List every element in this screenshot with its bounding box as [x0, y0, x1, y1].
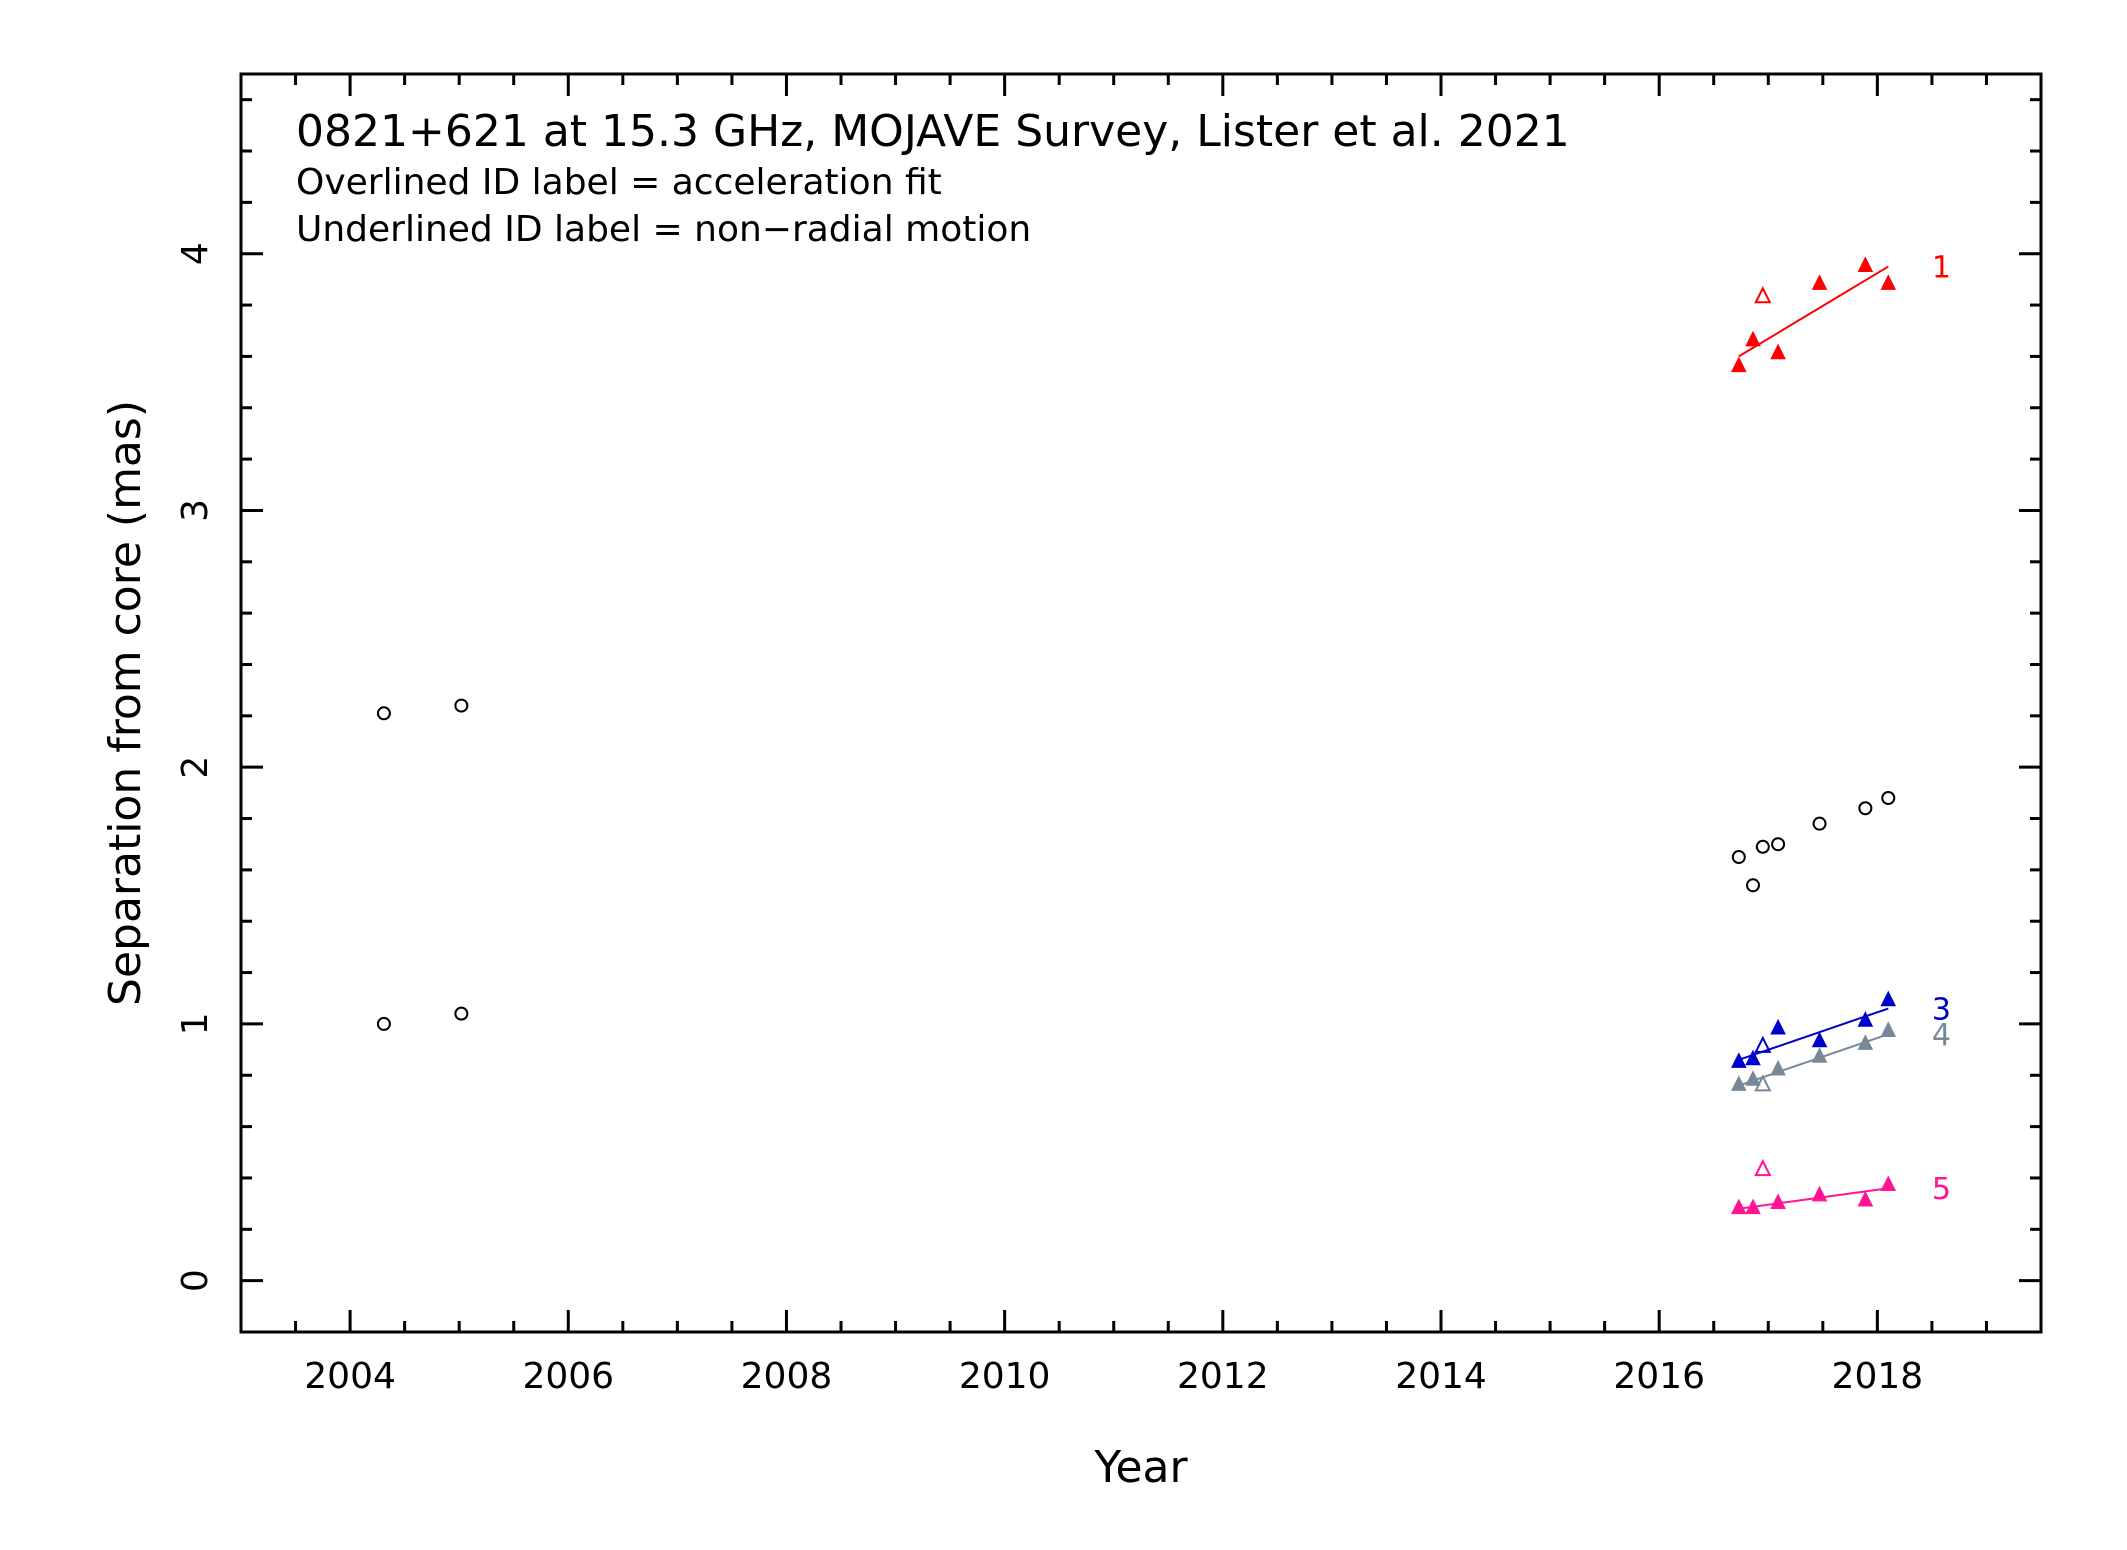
series-label-1: 1 [1932, 251, 1951, 286]
x-tick-label: 2014 [1395, 1356, 1487, 1397]
point-1 [1857, 256, 1874, 272]
x-tick-label: 2008 [741, 1356, 833, 1397]
unassigned-point [1812, 816, 1827, 831]
series-id-labels: 1 34 5 [1932, 251, 1951, 1208]
point-3 [1880, 990, 1897, 1007]
plot-frame [239, 72, 2043, 1334]
unassigned-point [1881, 790, 1896, 805]
point-4 [1811, 1047, 1828, 1063]
chart-subtitle-acceleration: Overlined ID label = acceleration fit [296, 162, 942, 203]
series-label-5: 5 [1932, 1172, 1951, 1207]
series-label-4: 4 [1932, 1018, 1951, 1053]
x-tick-label: 2018 [1832, 1356, 1924, 1397]
x-tick-label: 2012 [1177, 1356, 1269, 1397]
y-tick-label: 0 [175, 1269, 216, 1292]
data-points [376, 256, 1897, 1215]
point-4 [1731, 1075, 1747, 1091]
point-3 [1731, 1052, 1747, 1068]
unassigned-point [1858, 801, 1873, 816]
point-open-4 [1754, 1074, 1772, 1092]
point-5 [1857, 1190, 1874, 1207]
point-5 [1731, 1198, 1747, 1215]
y-tick-label: 4 [175, 242, 216, 265]
point-4 [1880, 1021, 1897, 1038]
point-5 [1811, 1185, 1828, 1202]
point-5 [1745, 1198, 1761, 1215]
fit-lines [1738, 265, 1889, 1210]
x-axis-ticks [239, 74, 2043, 1332]
y-axis-ticks [241, 98, 2041, 1334]
point-1 [1745, 330, 1761, 347]
point-3 [1857, 1011, 1874, 1027]
point-1 [1770, 343, 1786, 360]
point-3 [1811, 1031, 1828, 1048]
unassigned-point [1755, 839, 1770, 854]
fit-line-1 [1738, 265, 1889, 358]
series-label-3: 3 [1932, 993, 1951, 1028]
y-tick-label: 3 [175, 499, 216, 522]
y-tick-label: 1 [175, 1012, 216, 1035]
point-1 [1731, 356, 1747, 373]
point-1 [1880, 274, 1897, 290]
point-5 [1770, 1193, 1786, 1210]
x-tick-label: 2010 [959, 1356, 1051, 1397]
x-axis-tick-labels: 2004 2006 2008 2010 2012 2014 2016 2018 [304, 1356, 1923, 1397]
point-1 [1811, 274, 1828, 290]
point-4 [1857, 1034, 1874, 1050]
y-axis-tick-labels: 0 1 2 3 4 [175, 242, 216, 1292]
x-axis-label: Year [1093, 1442, 1188, 1493]
point-4 [1770, 1059, 1786, 1076]
chart-subtitle-nonradial: Underlined ID label = non−radial motion [296, 209, 1031, 250]
point-3 [1770, 1018, 1786, 1035]
unassigned-point [454, 698, 469, 713]
x-tick-label: 2006 [522, 1356, 614, 1397]
point-open-1 [1754, 286, 1772, 304]
chart-title: 0821+621 at 15.3 GHz, MOJAVE Survey, Lis… [296, 106, 1570, 157]
unassigned-point [376, 706, 391, 721]
y-tick-label: 2 [175, 756, 216, 779]
unassigned-point [376, 1016, 391, 1031]
point-open-3 [1754, 1035, 1772, 1053]
point-3 [1745, 1049, 1761, 1066]
unassigned-point [1771, 837, 1786, 852]
x-tick-label: 2004 [304, 1356, 396, 1397]
point-5 [1880, 1175, 1897, 1192]
unassigned-point [454, 1006, 469, 1021]
y-axis-label: Separation from core (mas) [100, 400, 151, 1006]
x-tick-label: 2016 [1613, 1356, 1705, 1397]
unassigned-point [1731, 850, 1746, 865]
unassigned-point [1746, 878, 1760, 893]
point-4 [1745, 1070, 1761, 1086]
point-open-5 [1754, 1158, 1772, 1177]
